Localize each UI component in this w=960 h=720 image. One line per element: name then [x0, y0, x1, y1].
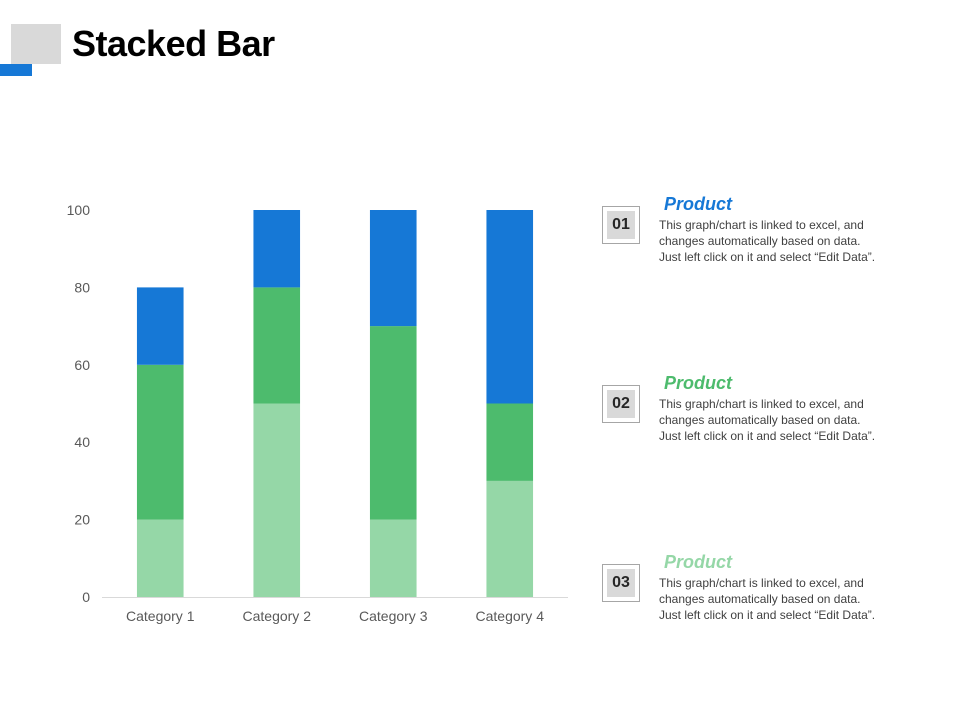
legend-title: Product: [664, 373, 733, 393]
accent-bar: [0, 64, 32, 76]
y-tick-label: 0: [82, 589, 90, 605]
legend-item-3[interactable]: 03 Product This graph/chart is linked to…: [602, 551, 942, 641]
legend-description: This graph/chart is linked to excel, and…: [659, 576, 876, 622]
bar-segment[interactable]: [369, 519, 417, 597]
accent-square: [11, 24, 61, 64]
number-label: 02: [607, 390, 635, 418]
number-box: 03: [602, 564, 640, 602]
number-label: 01: [607, 211, 635, 239]
legend-title: Product: [664, 194, 733, 214]
bar-segment[interactable]: [253, 287, 301, 404]
bar-segment[interactable]: [486, 403, 534, 481]
bar-segment[interactable]: [253, 210, 301, 288]
number-box: 02: [602, 385, 640, 423]
page-title: Stacked Bar: [72, 23, 275, 64]
stacked-bar-chart[interactable]: 0 20 40 60 80 100 Category 1 Category 2 Category…: [40, 185, 580, 635]
bar-segment[interactable]: [136, 519, 184, 597]
y-tick-label: 40: [74, 434, 90, 450]
legend-description: This graph/chart is linked to excel, and…: [659, 218, 876, 264]
bar-segment[interactable]: [136, 364, 184, 520]
bar-segment[interactable]: [369, 326, 417, 520]
bar-segment[interactable]: [486, 480, 534, 597]
x-tick-label: Category 3: [359, 608, 428, 624]
y-tick-label: 100: [67, 202, 91, 218]
x-tick-label: Category 2: [243, 608, 312, 624]
legend-item-1[interactable]: 01 Product This graph/chart is linked to…: [602, 193, 942, 283]
legend-item-2[interactable]: 02 Product This graph/chart is linked to…: [602, 372, 942, 462]
y-tick-label: 80: [74, 279, 90, 295]
x-tick-label: Category 4: [476, 608, 545, 624]
y-tick-label: 60: [74, 357, 90, 373]
bar-segment[interactable]: [486, 210, 534, 404]
number-label: 03: [607, 569, 635, 597]
bar-segment[interactable]: [253, 403, 301, 598]
bar-segment[interactable]: [369, 210, 417, 327]
legend-title: Product: [664, 552, 733, 572]
x-tick-label: Category 1: [126, 608, 195, 624]
legend-description: This graph/chart is linked to excel, and…: [659, 397, 876, 443]
number-box: 01: [602, 206, 640, 244]
y-tick-label: 20: [74, 512, 90, 528]
bar-segment[interactable]: [136, 287, 184, 365]
